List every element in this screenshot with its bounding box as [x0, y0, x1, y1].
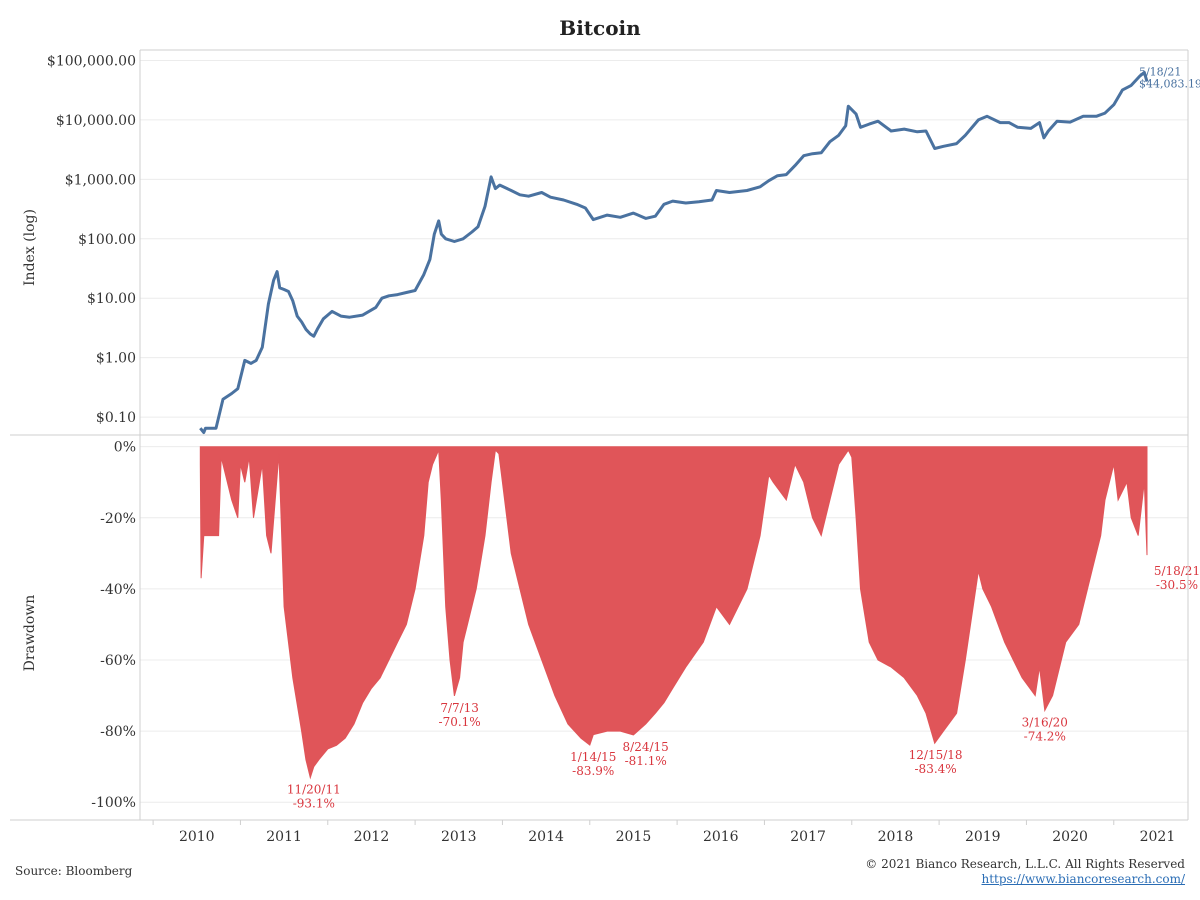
chart-title: Bitcoin [559, 16, 641, 40]
drawdown-tick-label: -100% [91, 795, 136, 811]
drawdown-annotation-label: -70.1% [439, 715, 481, 729]
price-tick-label: $1.00 [96, 351, 136, 367]
x-tick-label: 2019 [965, 829, 1001, 845]
x-axis-group: 2010 2011 2012 2013 2014 2015 2016 2017 2018 2019… [152, 820, 1176, 845]
drawdown-annotation-label: -83.9% [572, 764, 614, 778]
drawdown-annotation-label: 11/20/11 [287, 783, 341, 797]
drawdown-tick-label: 0% [114, 440, 136, 456]
x-tick-label: 2021 [1140, 829, 1176, 845]
drawdown-annotation-label: -93.1% [293, 797, 335, 811]
x-tick-label: 2016 [703, 829, 739, 845]
x-tick-label: 2013 [441, 829, 477, 845]
drawdown-annotation-label: -30.5% [1156, 578, 1198, 592]
drawdown-annotation-label: 1/14/15 [570, 750, 616, 764]
price-annotation-label: 5/18/21 [1139, 66, 1181, 79]
price-tick-label: $100.00 [78, 232, 136, 248]
price-tick-label: $100,000.00 [47, 53, 136, 69]
drawdown-annotation-label: 3/16/20 [1022, 715, 1068, 729]
drawdown-area-group [199, 446, 1148, 780]
x-tick-label: 2017 [790, 829, 826, 845]
x-tick-label: 2015 [616, 829, 652, 845]
price-annotation-group: 5/18/21$44,083.19 [1139, 66, 1200, 91]
price-tick-label: $0.10 [96, 410, 136, 426]
copyright-note: © 2021 Bianco Research, L.L.C. All Right… [865, 857, 1185, 871]
source-note: Source: Bloomberg [15, 864, 133, 878]
frame-group [10, 49, 1189, 821]
drawdown-tick-label: -40% [100, 582, 136, 598]
price-axis-title: Index (log) [22, 209, 38, 286]
drawdown-annotation-label: -74.2% [1024, 729, 1066, 743]
x-tick-label: 2020 [1052, 829, 1088, 845]
price-line-group [199, 70, 1149, 434]
website-link[interactable]: https://www.biancoresearch.com/ [981, 872, 1185, 886]
x-tick-label: 2012 [354, 829, 390, 845]
price-axis-group: $0.10 $1.00 $10.00 $100.00 $1,000.00 $10,000.… [22, 53, 136, 426]
x-tick-label: 2014 [528, 829, 564, 845]
drawdown-annotation-label: 5/18/21 [1154, 564, 1200, 578]
drawdown-annotation-label: 12/15/18 [909, 748, 963, 762]
price-tick-label: $1,000.00 [65, 172, 136, 188]
drawdown-annotation-label: -81.1% [625, 754, 667, 768]
drawdown-axis-group: 0% -20% -40% -60% -80% -100% Drawdown [22, 440, 136, 812]
price-grid-group [140, 59, 1188, 418]
drawdown-annotation-label: 7/7/13 [440, 701, 479, 715]
drawdown-tick-label: -60% [100, 653, 136, 669]
drawdown-annotation-label: -83.4% [915, 762, 957, 776]
x-tick-label: 2011 [266, 829, 302, 845]
price-tick-label: $10.00 [87, 291, 136, 307]
drawdown-area [199, 446, 1148, 780]
drawdown-axis-title: Drawdown [22, 595, 38, 672]
x-tick-label: 2010 [179, 829, 215, 845]
price-annotation-label: $44,083.19 [1139, 78, 1200, 91]
x-tick-label: 2018 [878, 829, 914, 845]
drawdown-tick-label: -20% [100, 511, 136, 527]
price-series-line [199, 70, 1149, 434]
price-tick-label: $10,000.00 [56, 113, 136, 129]
drawdown-tick-label: -80% [100, 724, 136, 740]
drawdown-annotation-label: 8/24/15 [623, 740, 669, 754]
